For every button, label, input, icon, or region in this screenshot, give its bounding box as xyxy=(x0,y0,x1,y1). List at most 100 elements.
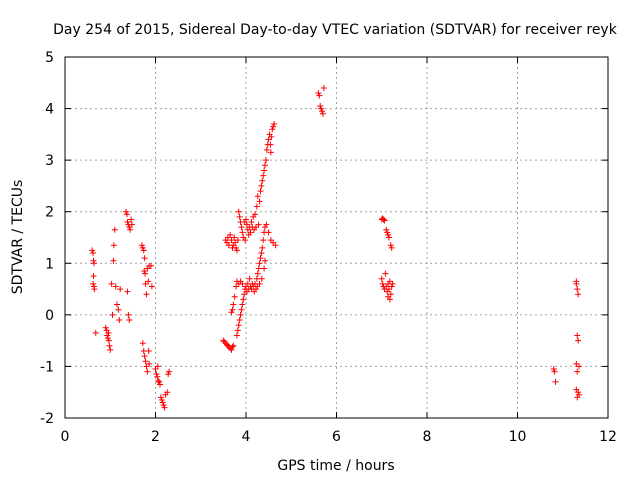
data-point xyxy=(247,229,254,236)
data-point xyxy=(383,226,390,233)
data-point xyxy=(233,244,240,251)
data-point xyxy=(255,265,262,272)
data-point xyxy=(238,306,245,313)
data-point xyxy=(126,224,133,231)
data-point xyxy=(112,283,119,290)
y-tick-label: -1 xyxy=(40,359,54,375)
data-point xyxy=(235,322,242,329)
data-point xyxy=(233,247,240,254)
data-point xyxy=(238,224,245,231)
data-point xyxy=(241,291,248,298)
data-point xyxy=(574,394,581,401)
data-point xyxy=(158,396,165,403)
data-point xyxy=(252,211,259,218)
data-point xyxy=(382,270,389,277)
data-point xyxy=(90,249,97,256)
data-point xyxy=(145,347,152,354)
data-point xyxy=(240,296,247,303)
data-point xyxy=(142,270,149,277)
data-point xyxy=(230,301,237,308)
data-point xyxy=(386,278,393,285)
data-point xyxy=(260,237,267,244)
data-point xyxy=(234,327,241,334)
data-point xyxy=(141,268,148,275)
data-point xyxy=(139,340,146,347)
y-axis-label: SDTVAR / TECUs xyxy=(10,180,26,295)
data-point xyxy=(574,368,581,375)
y-tick-label: 3 xyxy=(45,153,54,169)
data-point xyxy=(143,291,150,298)
x-tick-label: 0 xyxy=(61,429,70,445)
data-point xyxy=(576,363,583,370)
data-point xyxy=(265,136,272,143)
data-point xyxy=(227,231,234,238)
data-point xyxy=(257,255,264,262)
data-point xyxy=(242,237,249,244)
y-tick-label: 2 xyxy=(45,205,54,221)
data-point xyxy=(270,123,277,130)
data-point xyxy=(234,237,241,244)
data-point xyxy=(221,338,228,345)
data-point xyxy=(160,402,167,409)
y-tick-label: 1 xyxy=(45,256,54,272)
data-point xyxy=(154,363,161,370)
data-point xyxy=(316,92,323,99)
data-point xyxy=(388,283,395,290)
data-point xyxy=(106,342,113,349)
data-point xyxy=(161,404,168,411)
data-point xyxy=(233,283,240,290)
data-point xyxy=(381,217,388,224)
data-point xyxy=(552,378,559,385)
data-point xyxy=(267,149,274,156)
data-point xyxy=(111,226,118,233)
data-point xyxy=(166,368,173,375)
data-point xyxy=(254,270,261,277)
data-point xyxy=(315,90,322,97)
data-point xyxy=(110,242,117,249)
data-point xyxy=(107,346,114,353)
data-point xyxy=(255,221,262,228)
data-point xyxy=(248,219,255,226)
data-point xyxy=(318,105,325,112)
data-point xyxy=(108,280,115,287)
data-point xyxy=(239,229,246,236)
data-point xyxy=(387,242,394,249)
chart-title: Day 254 of 2015, Sidereal Day-to-day VTE… xyxy=(53,22,618,38)
data-point xyxy=(252,224,259,231)
data-point xyxy=(128,216,135,223)
data-point xyxy=(254,193,261,200)
data-point xyxy=(320,84,327,91)
data-point xyxy=(575,291,582,298)
data-point xyxy=(387,291,394,298)
data-point xyxy=(233,332,240,339)
data-point xyxy=(259,244,266,251)
y-tick-labels: -2 -1 0 1 2 3 4 5 xyxy=(40,50,54,427)
data-point xyxy=(115,306,122,313)
x-tick-label: 8 xyxy=(423,429,432,445)
data-point xyxy=(124,219,131,226)
x-tick-labels: 0 2 4 6 8 10 12 xyxy=(61,429,617,445)
data-point xyxy=(239,280,246,287)
data-point xyxy=(378,275,385,282)
data-point xyxy=(123,208,130,215)
data-point xyxy=(237,311,244,318)
data-point xyxy=(229,306,236,313)
data-point xyxy=(551,368,558,375)
data-point xyxy=(389,280,396,287)
y-tick-label: 0 xyxy=(45,308,54,324)
data-point xyxy=(261,265,268,272)
data-point xyxy=(388,244,395,251)
data-point xyxy=(319,110,326,117)
data-point xyxy=(110,257,117,264)
data-point xyxy=(123,211,130,218)
data-point xyxy=(104,332,111,339)
data-point xyxy=(139,244,146,251)
data-point xyxy=(253,203,260,210)
data-point xyxy=(259,177,266,184)
data-point xyxy=(262,224,269,231)
data-point xyxy=(230,342,237,349)
data-point xyxy=(127,226,134,233)
x-tick-label: 4 xyxy=(242,429,251,445)
data-point xyxy=(102,324,109,331)
data-point xyxy=(90,260,97,267)
